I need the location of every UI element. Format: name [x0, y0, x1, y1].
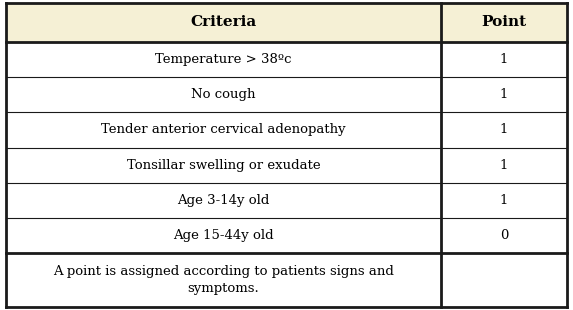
- Bar: [441, 112, 567, 148]
- Bar: [441, 148, 567, 183]
- Bar: [441, 183, 567, 218]
- Bar: [6, 148, 441, 183]
- Text: No cough: No cough: [191, 88, 256, 101]
- Text: 1: 1: [500, 88, 508, 101]
- Text: Criteria: Criteria: [190, 16, 257, 29]
- Bar: [441, 42, 567, 77]
- Text: 1: 1: [500, 194, 508, 207]
- Bar: [6, 3, 441, 42]
- Text: Point: Point: [481, 16, 527, 29]
- Text: 1: 1: [500, 53, 508, 66]
- Bar: [441, 253, 567, 307]
- Bar: [6, 183, 441, 218]
- Bar: [6, 112, 441, 148]
- Bar: [441, 218, 567, 253]
- Text: Tender anterior cervical adenopathy: Tender anterior cervical adenopathy: [101, 123, 346, 136]
- Text: Age 3-14y old: Age 3-14y old: [177, 194, 269, 207]
- Bar: [6, 253, 441, 307]
- Bar: [6, 218, 441, 253]
- Text: Tonsillar swelling or exudate: Tonsillar swelling or exudate: [127, 159, 320, 172]
- Bar: [6, 42, 441, 77]
- Text: Age 15-44y old: Age 15-44y old: [173, 229, 274, 242]
- Text: 1: 1: [500, 123, 508, 136]
- Text: A point is assigned according to patients signs and
symptoms.: A point is assigned according to patient…: [53, 265, 394, 295]
- Bar: [441, 3, 567, 42]
- Text: 0: 0: [500, 229, 508, 242]
- Bar: [6, 77, 441, 112]
- Bar: [441, 77, 567, 112]
- Text: 1: 1: [500, 159, 508, 172]
- Text: Temperature > 38ºc: Temperature > 38ºc: [155, 53, 292, 66]
